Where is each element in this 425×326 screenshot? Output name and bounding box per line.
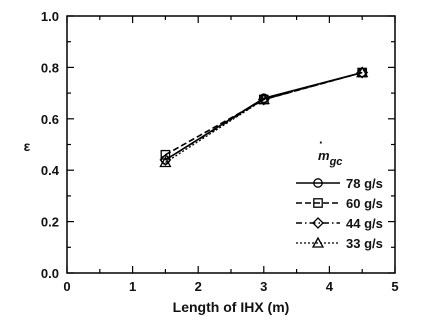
legend-item: 44 g/s	[296, 216, 383, 231]
y-tick-label: 0.2	[41, 215, 59, 230]
series-line	[165, 71, 363, 156]
data-point	[257, 93, 270, 105]
y-tick-label: 1.0	[41, 9, 59, 24]
series-line	[165, 71, 363, 161]
legend-item: 60 g/s	[296, 196, 383, 211]
data-point	[159, 154, 172, 166]
legend-label: 44 g/s	[346, 216, 383, 231]
series-layer	[159, 66, 369, 168]
legend: mgc · 78 g/s 60 g/s 44 g/s 33 g/s	[296, 135, 383, 251]
legend-label: 60 g/s	[346, 196, 383, 211]
legend-title-m: m	[318, 148, 330, 163]
legend-marker	[313, 198, 323, 208]
y-tick-label: 0.8	[41, 60, 59, 75]
legend-label: 78 g/s	[346, 176, 383, 191]
legend-marker	[312, 217, 324, 229]
x-tick-label: 2	[195, 279, 202, 294]
y-tick-label: 0.0	[41, 266, 59, 281]
series-circle	[160, 67, 368, 165]
legend-label: 33 g/s	[346, 236, 383, 251]
legend-marker	[311, 236, 325, 248]
legend-item: 78 g/s	[296, 176, 383, 191]
series-triangle	[159, 66, 369, 168]
axis-ticks	[66, 15, 396, 274]
plot-frame	[66, 15, 396, 274]
legend-marker	[313, 178, 323, 188]
x-tick-label: 4	[326, 279, 334, 294]
y-axis-title: ε	[24, 138, 31, 154]
data-point	[356, 66, 369, 78]
series-line	[164, 71, 363, 161]
data-point	[160, 149, 171, 160]
x-tick-label: 5	[391, 279, 398, 294]
legend-title-sub: gc	[329, 156, 343, 168]
x-tick-label: 1	[129, 279, 136, 294]
y-tick-label: 0.4	[41, 163, 60, 178]
data-point	[257, 93, 270, 106]
axis-tick-labels: 0 1 2 3 4 5 0.0 0.2 0.4 0.6 0.8 1.0	[41, 9, 399, 294]
x-tick-label: 3	[260, 279, 267, 294]
series-line	[165, 71, 363, 164]
data-point	[159, 156, 172, 168]
legend-title: mgc	[318, 148, 342, 168]
series-diamond	[159, 66, 369, 166]
data-point	[356, 66, 369, 79]
x-axis-title: Length of IHX (m)	[173, 299, 290, 315]
series-square	[160, 67, 368, 160]
y-tick-label: 0.6	[41, 112, 59, 127]
legend-title-dot: ·	[319, 135, 323, 150]
x-tick-label: 0	[63, 279, 70, 294]
legend-item: 33 g/s	[296, 236, 383, 251]
